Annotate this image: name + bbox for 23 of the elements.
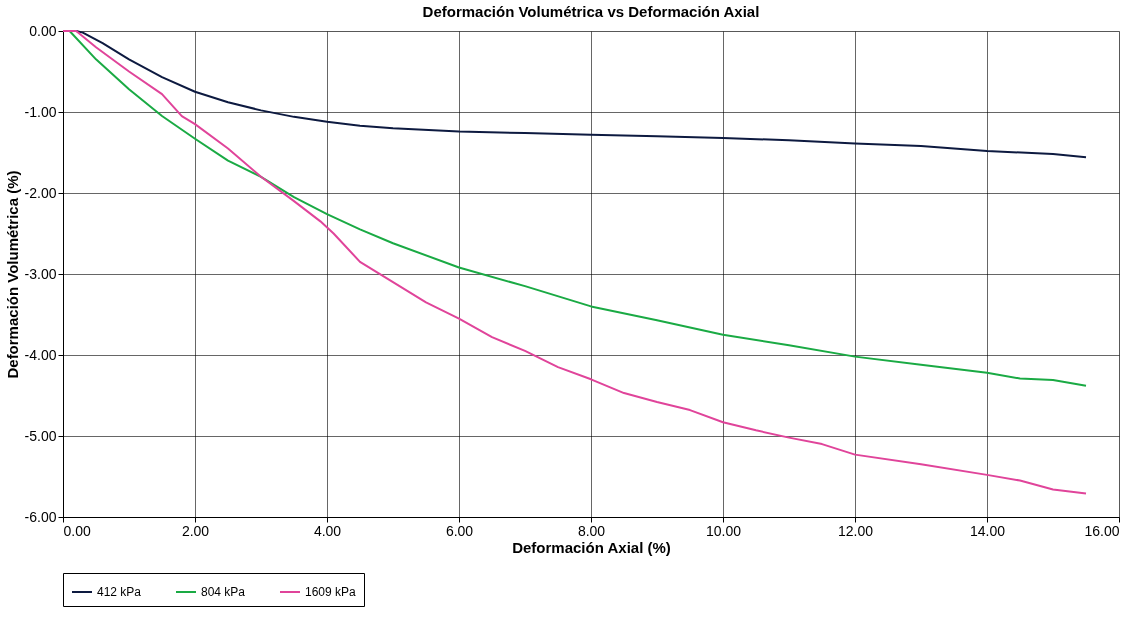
y-tick-label: -1.00 — [24, 103, 57, 120]
line-series — [62, 30, 1087, 495]
y-tick-label: -2.00 — [24, 184, 57, 201]
y-axis-title: Deformación Volumétrica (%) — [3, 170, 21, 379]
y-tick-label: -4.00 — [24, 346, 57, 363]
x-tick-label: 4.00 — [313, 522, 342, 539]
x-tick-label: 8.00 — [577, 522, 606, 539]
y-tick-label: -6.00 — [24, 508, 57, 525]
y-tick-label: 0.00 — [29, 22, 57, 39]
chart-title: Deformación Volumétrica vs Deformación Axial — [422, 3, 760, 20]
x-tick-label: 2.00 — [181, 522, 210, 539]
legend-label: 412 kPa — [97, 585, 142, 599]
x-tick-label: 14.00 — [969, 522, 1006, 539]
legend-label: 804 kPa — [201, 585, 246, 599]
y-tick-label: -3.00 — [24, 265, 57, 282]
x-tick-label: 6.00 — [445, 522, 474, 539]
y-tick-label: -5.00 — [24, 427, 57, 444]
x-tick-label: 16.00 — [1084, 522, 1120, 539]
x-tick-label: 0.00 — [63, 522, 91, 539]
x-tick-label: 12.00 — [837, 522, 874, 539]
x-axis-title: Deformación Axial (%) — [512, 538, 671, 556]
legend-label: 1609 kPa — [305, 585, 357, 599]
x-tick-label: 10.00 — [705, 522, 742, 539]
